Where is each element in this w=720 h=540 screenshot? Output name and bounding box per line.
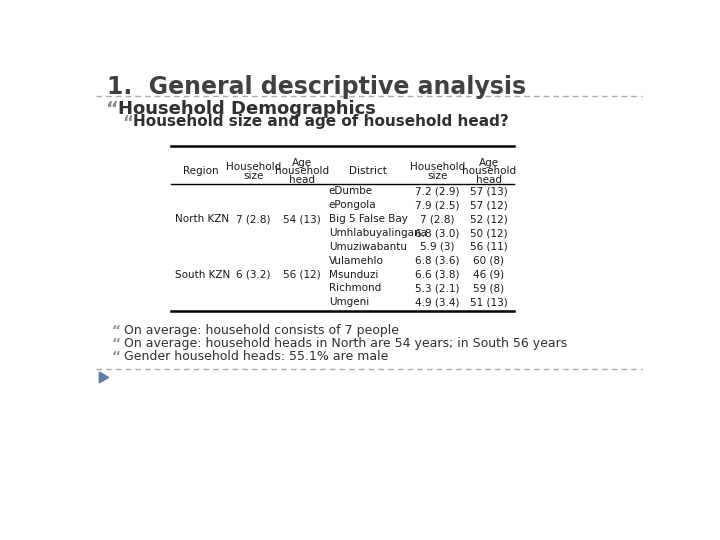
Text: eDumbe: eDumbe bbox=[329, 186, 373, 197]
Text: 7 (2.8): 7 (2.8) bbox=[236, 214, 271, 224]
Text: District: District bbox=[349, 166, 387, 177]
Text: head: head bbox=[289, 175, 315, 185]
Text: Vulamehlo: Vulamehlo bbox=[329, 256, 384, 266]
Text: 52 (12): 52 (12) bbox=[470, 214, 508, 224]
Text: household: household bbox=[462, 166, 516, 177]
Text: On average: household consists of 7 people: On average: household consists of 7 peop… bbox=[124, 323, 399, 336]
Text: 54 (13): 54 (13) bbox=[283, 214, 320, 224]
Text: South KZN: South KZN bbox=[175, 269, 230, 280]
Text: On average: household heads in North are 54 years; in South 56 years: On average: household heads in North are… bbox=[124, 336, 567, 349]
Text: Msunduzi: Msunduzi bbox=[329, 269, 378, 280]
Text: 50 (12): 50 (12) bbox=[470, 228, 508, 238]
Text: 46 (9): 46 (9) bbox=[473, 269, 504, 280]
Text: Household: Household bbox=[410, 162, 465, 172]
Text: Age: Age bbox=[479, 158, 499, 168]
Text: Age: Age bbox=[292, 158, 312, 168]
Text: North KZN: North KZN bbox=[175, 214, 230, 224]
Text: 57 (12): 57 (12) bbox=[470, 200, 508, 210]
Text: 1.  General descriptive analysis: 1. General descriptive analysis bbox=[107, 75, 526, 99]
Text: “: “ bbox=[122, 114, 133, 132]
Text: size: size bbox=[427, 171, 447, 181]
Text: 5.3 (2.1): 5.3 (2.1) bbox=[415, 284, 459, 293]
Text: head: head bbox=[476, 175, 502, 185]
Text: 56 (11): 56 (11) bbox=[470, 242, 508, 252]
Text: Umhlabuyalingana: Umhlabuyalingana bbox=[329, 228, 427, 238]
Text: Household Demographics: Household Demographics bbox=[118, 100, 376, 118]
Text: “: “ bbox=[112, 350, 121, 364]
Text: 6.8 (3.6): 6.8 (3.6) bbox=[415, 256, 459, 266]
Text: ePongola: ePongola bbox=[329, 200, 377, 210]
Text: Richmond: Richmond bbox=[329, 284, 381, 293]
Text: 6 (3.2): 6 (3.2) bbox=[236, 269, 271, 280]
Text: Umgeni: Umgeni bbox=[329, 298, 369, 307]
Text: “: “ bbox=[112, 336, 121, 350]
Text: 6.8 (3.0): 6.8 (3.0) bbox=[415, 228, 459, 238]
Text: Umuziwabantu: Umuziwabantu bbox=[329, 242, 407, 252]
Polygon shape bbox=[99, 372, 109, 383]
Text: Household: Household bbox=[226, 162, 281, 172]
Text: “: “ bbox=[112, 323, 121, 338]
Text: size: size bbox=[243, 171, 264, 181]
Text: 6.6 (3.8): 6.6 (3.8) bbox=[415, 269, 459, 280]
Text: 7 (2.8): 7 (2.8) bbox=[420, 214, 454, 224]
Text: 59 (8): 59 (8) bbox=[473, 284, 504, 293]
Text: 4.9 (3.4): 4.9 (3.4) bbox=[415, 298, 459, 307]
Text: 60 (8): 60 (8) bbox=[473, 256, 504, 266]
Text: Household size and age of household head?: Household size and age of household head… bbox=[133, 114, 509, 129]
Text: 5.9 (3): 5.9 (3) bbox=[420, 242, 454, 252]
Text: 7.2 (2.9): 7.2 (2.9) bbox=[415, 186, 459, 197]
Text: Region: Region bbox=[183, 166, 218, 177]
Text: 7.9 (2.5): 7.9 (2.5) bbox=[415, 200, 459, 210]
Text: “: “ bbox=[106, 100, 118, 119]
Text: 56 (12): 56 (12) bbox=[283, 269, 320, 280]
Text: household: household bbox=[274, 166, 328, 177]
Text: 57 (13): 57 (13) bbox=[470, 186, 508, 197]
Text: Gender household heads: 55.1% are male: Gender household heads: 55.1% are male bbox=[124, 350, 389, 363]
Text: 51 (13): 51 (13) bbox=[470, 298, 508, 307]
Text: Big 5 False Bay: Big 5 False Bay bbox=[329, 214, 408, 224]
